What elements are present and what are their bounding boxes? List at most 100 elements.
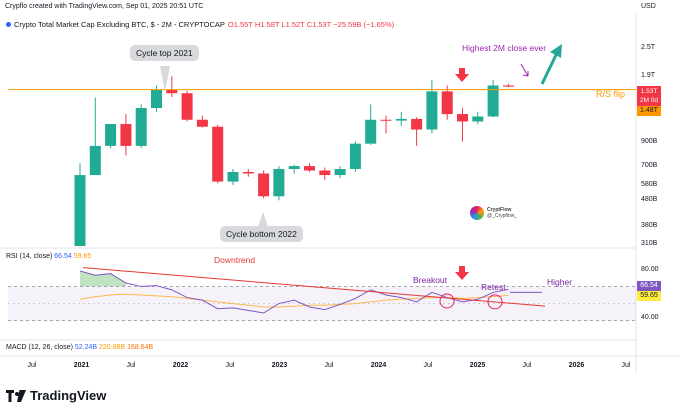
candle-body [395,118,407,121]
candle-body [365,119,377,144]
time-axis-label: Jul [225,362,235,369]
candle-body [502,85,514,87]
highest-close-label: Highest 2M close ever [462,43,547,53]
retest-label: Retest [481,282,506,292]
rsi-overbought-fill [80,271,126,287]
price-axis-label: 2.5T [641,44,656,51]
rsi-legend[interactable]: RSI (14, close) 66.54 59.65 [6,253,91,260]
up-arrow-icon [550,44,562,58]
breakout-label: Breakout [413,275,448,285]
top-down-arrow-icon [455,68,469,82]
price-axis-label: 480B [641,196,658,203]
header-credit: Crypflo created with TradingView.com, Se… [5,3,204,10]
candle-body [242,171,254,174]
price-axis-label: 900B [641,138,658,145]
time-axis-label: 2025 [469,362,486,369]
breakout-circle [439,293,455,309]
candle-body [74,175,86,246]
rsi-axis-80: 80.00 [641,266,659,273]
legend-dot-icon [6,21,11,27]
cycle-bottom-pointer [258,212,268,227]
cycle-top-pointer [160,66,170,92]
candle-body [258,173,270,197]
time-axis-label: 2024 [370,362,387,369]
candle-body [487,85,499,117]
rs-level-tag: 1.48T [637,106,661,116]
crypflow-handle: @_Crypflow_ [487,213,518,219]
tradingview-wordmark: TradingView [30,388,107,403]
rsi-legend-value: 66.54 [54,253,72,260]
time-axis-label: Jul [621,362,631,369]
macd-legend-v2: 220.88B [99,344,126,351]
footer [0,386,680,410]
candle-body [89,145,101,176]
chart-header: Crypflo created with TradingView.com, Se… [0,0,680,14]
rsi-legend-label: RSI (14, close) [6,253,53,260]
rsi-legend-ma: 59.65 [73,253,92,260]
ohlc-values: O1.55T H1.58T L1.52T C1.53T −25.59B (−1.… [227,19,395,29]
candle-body [426,91,438,130]
candle-body [334,168,346,176]
crypflow-name: CryptFlow [487,207,512,213]
interval-countdown: 2M 0d [639,97,659,104]
downtrend-label: Downtrend [214,255,256,265]
rsi-value-tag: 66.54 [637,281,661,291]
candle-body [380,119,392,121]
rsi-band [8,286,636,321]
candle-body [349,143,361,169]
candle-body [196,119,208,127]
time-axis-label: Jul [324,362,334,369]
rsi-line [79,270,509,314]
macd-legend-v1: 52.24B [74,344,98,351]
symbol-legend: Crypto Total Market Cap Excluding BTC, $… [6,17,394,31]
candle-body [288,166,300,169]
currency-label[interactable]: USD [641,3,656,10]
candle-body [105,124,117,146]
candle-body [411,118,423,130]
candle-body [181,93,193,120]
candle-body [457,114,468,122]
candle-body [151,89,162,109]
time-axis-label: Jul [423,362,433,369]
tradingview-logo-icon [6,389,26,402]
macd-legend[interactable]: MACD (12, 26, close) 52.24B 220.88B 168.… [6,344,153,351]
candle-body [441,91,453,115]
downtrend-line [82,267,546,307]
rsi-down-arrow-icon [455,266,469,280]
price-axis-label: 380B [641,222,658,229]
retest-circle [487,294,503,310]
up-arrow-shaft [540,54,558,85]
time-axis-label: 2026 [568,362,585,369]
rsi-axis-40: 40.00 [641,314,659,321]
highest-pointer [520,63,529,77]
time-axis-label: Jul [126,362,136,369]
crypflow-watermark: CryptFlow @_Crypflow_ [470,206,517,220]
time-axis-label: 2023 [271,362,288,369]
highest-pointer-head [522,71,529,77]
tradingview-logo[interactable]: TradingView [6,388,106,403]
time-axis-label: 2021 [73,362,90,369]
candle-body [135,108,147,146]
price-axis-label: 1.9T [641,72,656,79]
symbol-title[interactable]: Crypto Total Market Cap Excluding BTC, $… [14,19,225,29]
candle-body [319,170,331,176]
price-axis-label: 700B [641,162,658,169]
macd-legend-label: MACD (12, 26, close) [6,344,73,351]
candle-body [304,166,315,171]
rsi-ma-tag: 59.65 [637,291,661,301]
cycle-top-callout: Cycle top 2021 [130,45,199,61]
macd-legend-v3: 168.64B [127,344,154,351]
current-price-tag: 1.53T 2M 0d [637,86,661,106]
time-axis-label: 2022 [172,362,189,369]
rs-flip-label: R/S flip [596,89,626,99]
cycle-bottom-callout: Cycle bottom 2022 [220,226,303,242]
current-price-value: 1.53T [640,88,658,95]
candle-body [472,116,484,122]
candle-body [273,168,285,197]
time-axis-label: Jul [522,362,532,369]
candle-body [166,89,178,94]
price-axis-label: 580B [641,181,658,188]
candle-body [120,124,132,146]
higher-label: Higher [547,277,573,287]
